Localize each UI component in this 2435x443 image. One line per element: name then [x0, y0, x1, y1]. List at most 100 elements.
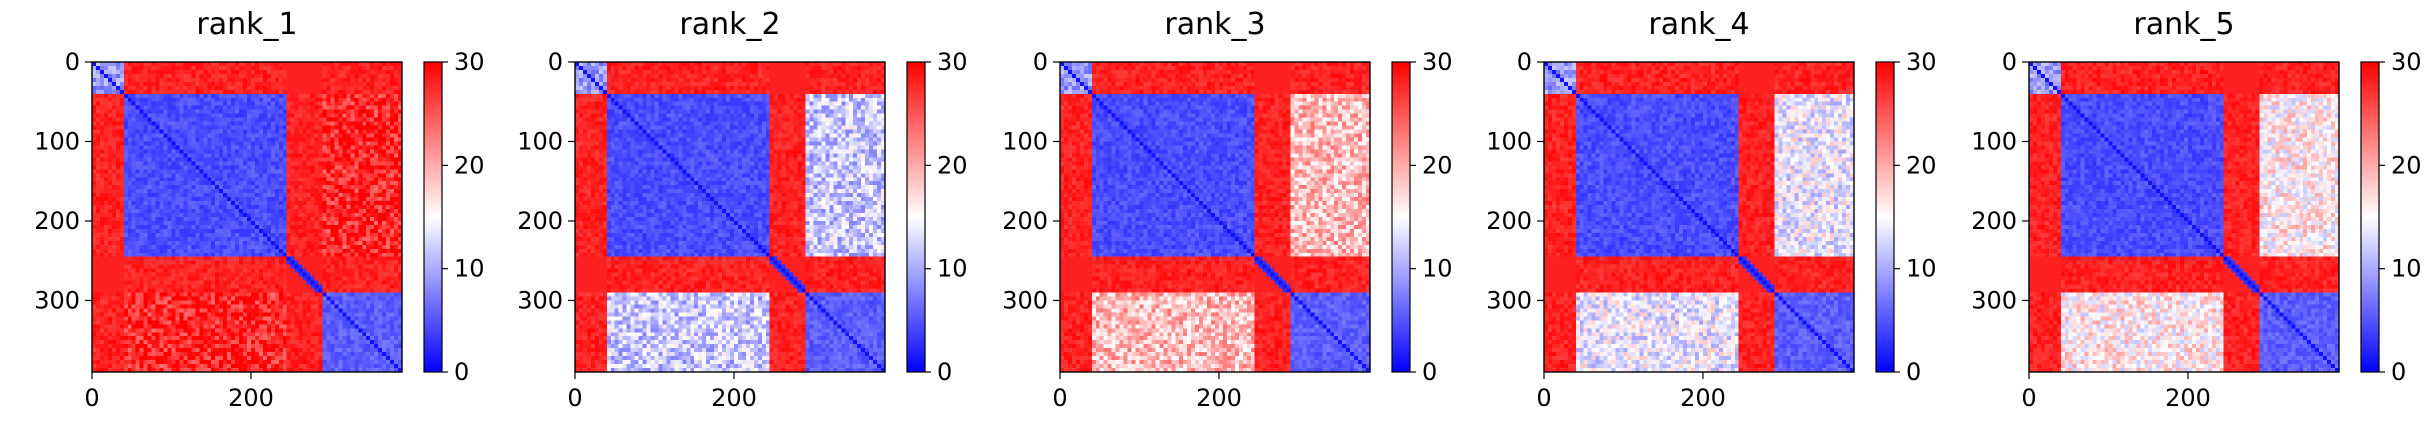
- heatmap-cell: [319, 161, 324, 166]
- heatmap-cell: [235, 269, 240, 274]
- heatmap-cell: [104, 277, 109, 282]
- heatmap-cell: [227, 118, 232, 123]
- heatmap-cell: [152, 300, 157, 305]
- heatmap-cell: [259, 257, 264, 262]
- heatmap-cell: [243, 106, 248, 111]
- heatmap-cell: [235, 225, 240, 230]
- heatmap-cell: [187, 169, 192, 174]
- heatmap-cell: [120, 106, 125, 111]
- heatmap-cell: [104, 241, 109, 246]
- heatmap-cell: [382, 114, 387, 119]
- heatmap-cell: [243, 114, 248, 119]
- heatmap-cell: [386, 153, 391, 158]
- heatmap-cell: [295, 217, 300, 222]
- heatmap-cell: [203, 161, 208, 166]
- heatmap-cell: [171, 134, 176, 139]
- heatmap-cell: [374, 98, 379, 103]
- heatmap-cell: [96, 94, 101, 99]
- heatmap-cell: [164, 90, 169, 95]
- heatmap-cell: [378, 281, 383, 286]
- heatmap-cell: [378, 181, 383, 186]
- heatmap-cell: [275, 265, 280, 270]
- heatmap-cell: [195, 157, 200, 162]
- heatmap-cell: [283, 90, 288, 95]
- heatmap-cell: [338, 130, 343, 135]
- heatmap-cell: [156, 281, 161, 286]
- heatmap-cell: [160, 181, 165, 186]
- heatmap-cell: [108, 217, 113, 222]
- heatmap-cell: [330, 157, 335, 162]
- heatmap-cell: [307, 289, 312, 294]
- heatmap-cell: [144, 134, 149, 139]
- heatmap-cell: [211, 241, 216, 246]
- heatmap-cell: [160, 229, 165, 234]
- heatmap-cell: [366, 122, 371, 127]
- heatmap-cell: [152, 189, 157, 194]
- heatmap-cell: [175, 261, 180, 266]
- heatmap-cell: [223, 245, 228, 250]
- heatmap-cell: [366, 130, 371, 135]
- heatmap-cell: [307, 165, 312, 170]
- heatmap-cell: [326, 281, 331, 286]
- heatmap-cell: [235, 209, 240, 214]
- heatmap-cell: [203, 90, 208, 95]
- heatmap-cell: [108, 130, 113, 135]
- heatmap-cell: [243, 173, 248, 178]
- heatmap-cell: [382, 304, 387, 309]
- heatmap-cell: [267, 281, 272, 286]
- heatmap-cell: [235, 165, 240, 170]
- heatmap-cell: [191, 153, 196, 158]
- heatmap-cell: [171, 122, 176, 127]
- heatmap-cell: [140, 296, 145, 301]
- heatmap-cell: [164, 161, 169, 166]
- heatmap-cell: [382, 78, 387, 83]
- heatmap-cell: [116, 126, 121, 131]
- heatmap-cell: [358, 74, 363, 79]
- heatmap-cell: [132, 141, 137, 146]
- heatmap-cell: [374, 289, 379, 294]
- heatmap-cell: [394, 165, 399, 170]
- heatmap-cell: [342, 181, 347, 186]
- heatmap-cell: [144, 138, 149, 143]
- heatmap-cell: [326, 245, 331, 250]
- heatmap-cell: [283, 289, 288, 294]
- heatmap-cell: [160, 66, 165, 71]
- heatmap-cell: [354, 145, 359, 150]
- heatmap-cell: [132, 126, 137, 131]
- heatmap-cell: [108, 106, 113, 111]
- heatmap-cell: [215, 86, 220, 91]
- heatmap-cell: [374, 304, 379, 309]
- heatmap-cell: [315, 173, 320, 178]
- heatmap-cell: [160, 273, 165, 278]
- heatmap-cell: [207, 169, 212, 174]
- heatmap-cell: [132, 245, 137, 250]
- heatmap-cell: [330, 126, 335, 131]
- heatmap-cell: [179, 277, 184, 282]
- heatmap-cell: [227, 229, 232, 234]
- heatmap-cell: [358, 185, 363, 190]
- heatmap-cell: [303, 257, 308, 262]
- heatmap-cell: [350, 296, 355, 301]
- heatmap-cell: [295, 165, 300, 170]
- heatmap-cell: [323, 169, 328, 174]
- heatmap-cell: [231, 153, 236, 158]
- heatmap-cell: [144, 161, 149, 166]
- heatmap-cell: [164, 130, 169, 135]
- heatmap-cell: [239, 78, 244, 83]
- heatmap-cell: [191, 149, 196, 154]
- heatmap-cell: [271, 209, 276, 214]
- heatmap-cell: [350, 82, 355, 87]
- heatmap-cell: [164, 201, 169, 206]
- heatmap-cell: [263, 94, 268, 99]
- heatmap-cell: [223, 78, 228, 83]
- heatmap-cell: [164, 145, 169, 150]
- heatmap-cell: [251, 273, 256, 278]
- heatmap-cell: [108, 201, 113, 206]
- heatmap-cell: [223, 201, 228, 206]
- heatmap-cell: [283, 161, 288, 166]
- heatmap-cell: [287, 241, 292, 246]
- heatmap-cell: [100, 98, 105, 103]
- heatmap-cell: [211, 90, 216, 95]
- heatmap-cell: [132, 249, 137, 254]
- heatmap-cell: [231, 122, 236, 127]
